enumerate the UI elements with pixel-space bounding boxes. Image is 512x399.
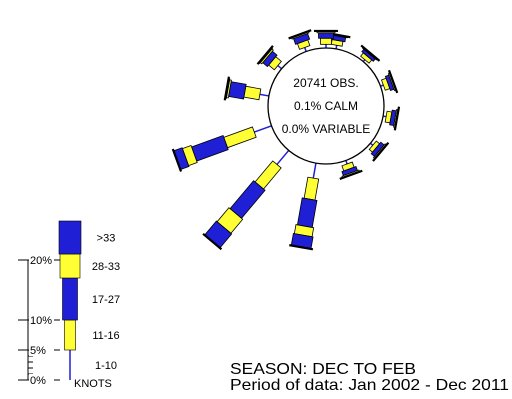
legend-label-gt33: >33 bbox=[97, 233, 116, 245]
segment-1-10 bbox=[277, 65, 283, 70]
direction-bar-190 bbox=[289, 162, 320, 251]
segment-1-10 bbox=[312, 162, 317, 179]
direction-bar-280 bbox=[223, 76, 270, 101]
bar-end-cap bbox=[171, 148, 183, 172]
segment-1-10 bbox=[276, 149, 290, 165]
calm-circle bbox=[267, 47, 385, 165]
bar-end-cap bbox=[339, 169, 363, 180]
bar-end-cap bbox=[289, 244, 314, 251]
segment-1-10 bbox=[254, 125, 272, 133]
units-label: KNOTS bbox=[74, 378, 112, 390]
bar-end-cap bbox=[256, 45, 274, 65]
bar-end-cap bbox=[393, 106, 401, 131]
percent-tick-label: 0% bbox=[30, 375, 46, 387]
direction-bar-360 bbox=[314, 29, 338, 48]
legend-swatch-2 bbox=[62, 277, 78, 321]
segment-17-27 bbox=[318, 32, 334, 39]
segment-1-10 bbox=[303, 47, 307, 52]
tick-label-bg bbox=[29, 314, 54, 326]
direction-bar-250 bbox=[171, 125, 272, 172]
percent-tick-label: 5% bbox=[30, 345, 46, 357]
direction-bar-70 bbox=[380, 69, 399, 94]
bar-end-cap bbox=[202, 232, 223, 251]
segment-11-16 bbox=[223, 126, 257, 149]
legend-swatch-3 bbox=[59, 253, 81, 279]
direction-bar-340 bbox=[288, 29, 312, 52]
legend-label-28-33: 28-33 bbox=[92, 261, 120, 273]
observations-count: 20741 OBS. bbox=[293, 76, 358, 90]
direction-bar-40 bbox=[360, 44, 381, 64]
legend-label-11-16: 11-16 bbox=[92, 330, 119, 342]
bar-end-cap bbox=[360, 44, 381, 62]
wind-rose bbox=[171, 29, 401, 251]
segment-11-16 bbox=[320, 37, 332, 45]
tick-label-bg bbox=[29, 254, 54, 266]
bar-end-cap bbox=[223, 76, 230, 101]
percent-tick-label: 10% bbox=[30, 315, 52, 327]
segment-17-27 bbox=[191, 134, 229, 162]
direction-bar-310 bbox=[256, 45, 283, 71]
legend-label-17-27: 17-27 bbox=[92, 294, 120, 306]
legend-swatch-1 bbox=[64, 319, 76, 351]
segment-17-27 bbox=[296, 197, 318, 228]
season-label: SEASON: DEC TO FEB bbox=[230, 361, 416, 378]
direction-bar-100 bbox=[382, 106, 401, 131]
direction-bar-220 bbox=[202, 149, 290, 251]
bar-end-cap bbox=[372, 142, 390, 162]
period-label: Period of data: Jan 2002 - Dec 2011 bbox=[230, 377, 509, 394]
variable-percent: 0.0% VARIABLE bbox=[282, 122, 371, 136]
percent-tick-label: 20% bbox=[30, 255, 52, 267]
bar-end-cap bbox=[387, 69, 399, 94]
segment-11-16 bbox=[303, 176, 320, 201]
segment-11-16 bbox=[243, 85, 262, 101]
direction-bar-160 bbox=[339, 160, 363, 180]
bar-end-cap bbox=[288, 29, 312, 40]
segment-17-27 bbox=[228, 81, 247, 100]
legend-swatch-4 bbox=[58, 220, 82, 255]
tick-label-bg bbox=[29, 374, 54, 386]
tick-label-bg bbox=[29, 344, 54, 356]
calm-percent: 0.1% CALM bbox=[294, 99, 358, 113]
segment-1-10 bbox=[259, 93, 270, 97]
speed-legend: 0% 5% 10% 20% 1-10 11-16 17-27 28-33 >33 bbox=[18, 220, 120, 387]
legend-label-1-10: 1-10 bbox=[95, 360, 117, 372]
